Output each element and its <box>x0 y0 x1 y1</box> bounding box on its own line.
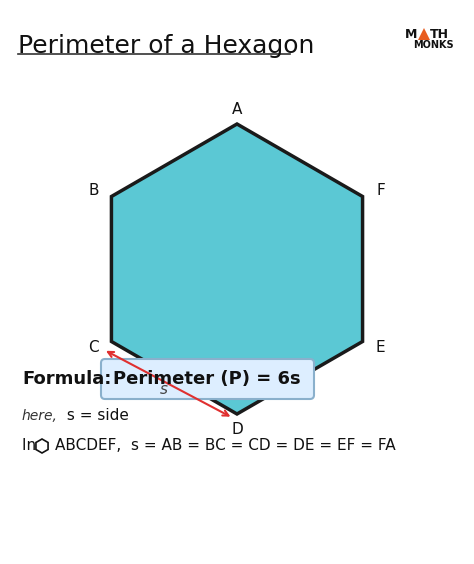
Text: In: In <box>22 438 41 453</box>
Text: C: C <box>88 340 99 355</box>
Text: M: M <box>405 28 418 41</box>
Text: s: s <box>160 382 168 397</box>
Text: D: D <box>231 422 243 438</box>
Text: F: F <box>376 183 385 198</box>
Text: MONKS: MONKS <box>413 40 454 50</box>
Text: E: E <box>376 340 385 355</box>
Text: s = side: s = side <box>62 408 129 424</box>
Text: Perimeter (P) = 6s: Perimeter (P) = 6s <box>113 370 301 388</box>
Text: B: B <box>88 183 99 198</box>
Polygon shape <box>418 28 430 40</box>
Polygon shape <box>111 124 363 414</box>
FancyBboxPatch shape <box>101 359 314 399</box>
Text: Perimeter of a Hexagon: Perimeter of a Hexagon <box>18 34 314 58</box>
Text: ABCDEF,  s = AB = BC = CD = DE = EF = FA: ABCDEF, s = AB = BC = CD = DE = EF = FA <box>55 438 396 453</box>
Text: A: A <box>232 103 242 117</box>
Text: Formula:: Formula: <box>22 370 111 388</box>
Text: here,: here, <box>22 409 58 423</box>
Text: TH: TH <box>430 28 449 41</box>
